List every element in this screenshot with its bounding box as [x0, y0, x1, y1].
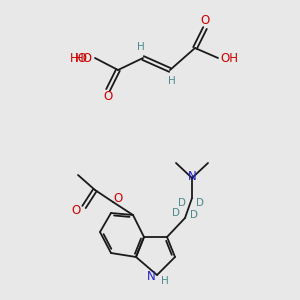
Text: O: O — [113, 193, 123, 206]
Text: H: H — [161, 276, 169, 286]
Text: HO: HO — [70, 52, 88, 64]
Text: H: H — [137, 42, 145, 52]
Text: HO: HO — [75, 52, 93, 64]
Text: D: D — [196, 198, 204, 208]
Text: H: H — [168, 76, 176, 86]
Text: D: D — [172, 208, 180, 218]
Text: N: N — [147, 271, 156, 284]
Text: D: D — [190, 210, 198, 220]
Text: OH: OH — [220, 52, 238, 64]
Text: O: O — [103, 91, 112, 103]
Text: O: O — [200, 14, 210, 28]
Text: O: O — [71, 205, 81, 218]
Text: N: N — [188, 170, 196, 184]
Text: D: D — [178, 198, 186, 208]
